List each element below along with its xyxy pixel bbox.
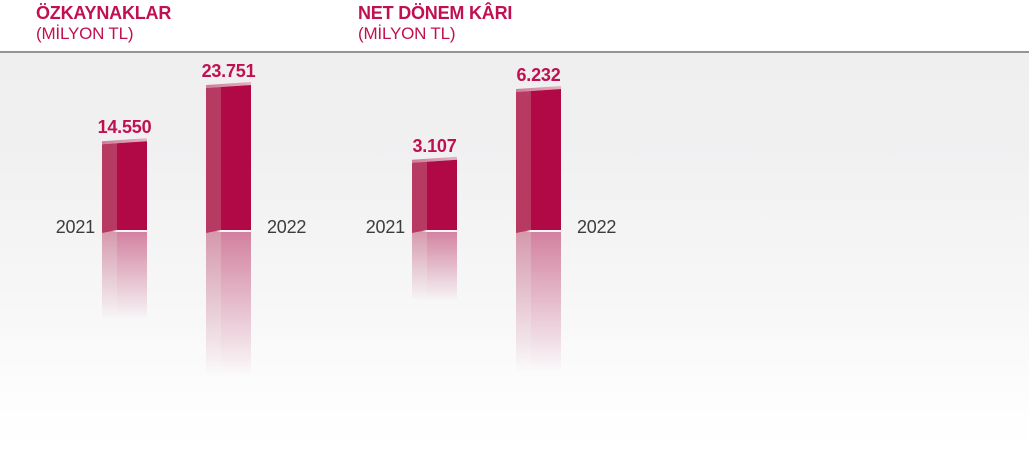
year-label: 2021 [55, 217, 95, 237]
bar-side-face [516, 229, 531, 371]
bar-top-face [516, 86, 561, 92]
bar-3d-2021 [102, 138, 147, 324]
bar-reflection [412, 229, 457, 306]
bar-front-face [531, 89, 561, 230]
bar-side-face [206, 87, 221, 233]
bar-reflection [516, 229, 561, 376]
bar-top-face [206, 374, 251, 380]
bar-side-face [412, 161, 427, 233]
bar-side-face [102, 229, 117, 319]
bar-front-face [531, 232, 561, 373]
bar-value-label: 3.107 [412, 135, 457, 156]
bar-body [412, 156, 457, 233]
bar-top-face [412, 156, 457, 163]
bar-front-face [221, 85, 251, 230]
chart-subtitle: (MİLYON TL) [36, 24, 134, 43]
bar-body [516, 86, 561, 233]
bar-reflection [102, 229, 147, 324]
chart-headers: ÖZKAYNAKLAR (MİLYON TL) NET DÖNEM KÂRI (… [0, 0, 1029, 51]
year-label: 2021 [365, 217, 405, 237]
bar-value-label: 14.550 [97, 117, 152, 138]
bar-3d-2021 [412, 156, 457, 306]
bar-top-face [412, 299, 457, 306]
bar-top-face [206, 82, 251, 88]
bar-body [102, 138, 147, 233]
bar-top-face [102, 138, 147, 145]
bar-front-face [221, 232, 251, 377]
bar-side-face [206, 229, 221, 375]
bar-side-face [412, 229, 427, 301]
bar-reflection [206, 229, 251, 380]
chart-title-block-ozkaynaklar: ÖZKAYNAKLAR (MİLYON TL) [36, 3, 171, 44]
bar-3d-2022 [206, 82, 251, 380]
chart-title-block-net-donem-kari: NET DÖNEM KÂRI (MİLYON TL) [358, 3, 512, 44]
bar-front-face [117, 232, 147, 321]
chart-title: NET DÖNEM KÂRI [358, 3, 513, 23]
plot-area [0, 53, 1029, 454]
bar-front-face [427, 159, 457, 230]
bar-side-face [516, 91, 531, 233]
bar-value-label: 23.751 [201, 61, 256, 81]
year-label: 2022 [577, 217, 617, 237]
bar-top-face [102, 317, 147, 324]
bar-3d-2022 [516, 86, 561, 376]
divider-line [0, 51, 1029, 53]
bar-body [206, 82, 251, 233]
year-label: 2022 [267, 217, 307, 237]
chart-subtitle: (MİLYON TL) [358, 24, 456, 43]
bar-side-face [102, 143, 117, 233]
bar-value-label: 6.232 [516, 65, 561, 85]
bar-front-face [427, 232, 457, 303]
chart-title: ÖZKAYNAKLAR [36, 3, 172, 23]
bar-front-face [117, 141, 147, 230]
bar-top-face [516, 370, 561, 376]
